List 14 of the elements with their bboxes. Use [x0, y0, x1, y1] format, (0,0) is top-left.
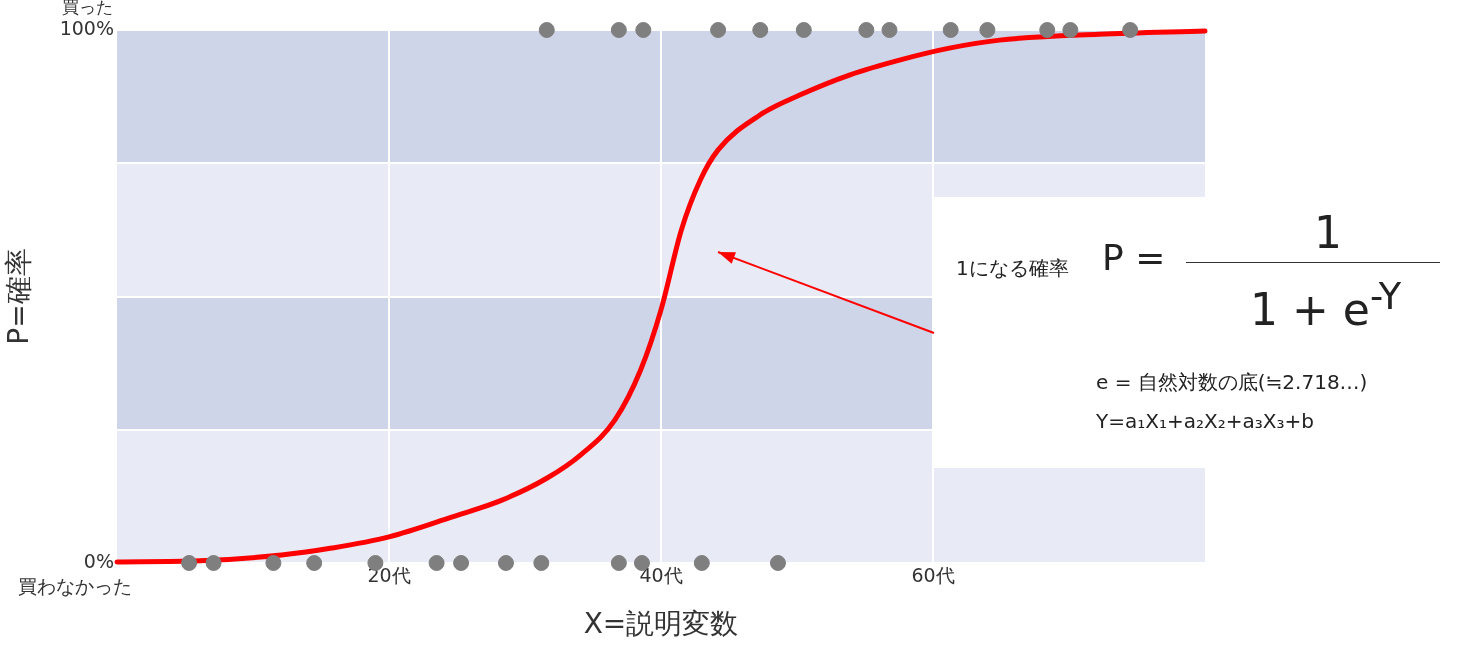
annotation: 1になる確率: [956, 255, 1069, 282]
x-axis-title: X=説明変数: [583, 607, 739, 641]
y-axis-title: P=確率: [2, 248, 36, 345]
x-tick-label: 40代: [639, 564, 683, 587]
annotation: P =: [1102, 237, 1166, 278]
text: 買った: [62, 0, 113, 18]
x-tick-label: 60代: [911, 564, 955, 587]
y-tick-label: 0%: [83, 549, 114, 572]
text: 買わなかった: [18, 574, 132, 597]
annotation: Y=a₁X₁+a₂X₂+a₃X₃+b: [1096, 409, 1314, 433]
y-tick-label: 100%: [59, 16, 114, 39]
annotation: e = 自然対数の底(≒2.718…): [1096, 369, 1368, 396]
text: 1: [1314, 207, 1342, 258]
text: 1 + e$^{-Y}$: [1250, 275, 1402, 335]
